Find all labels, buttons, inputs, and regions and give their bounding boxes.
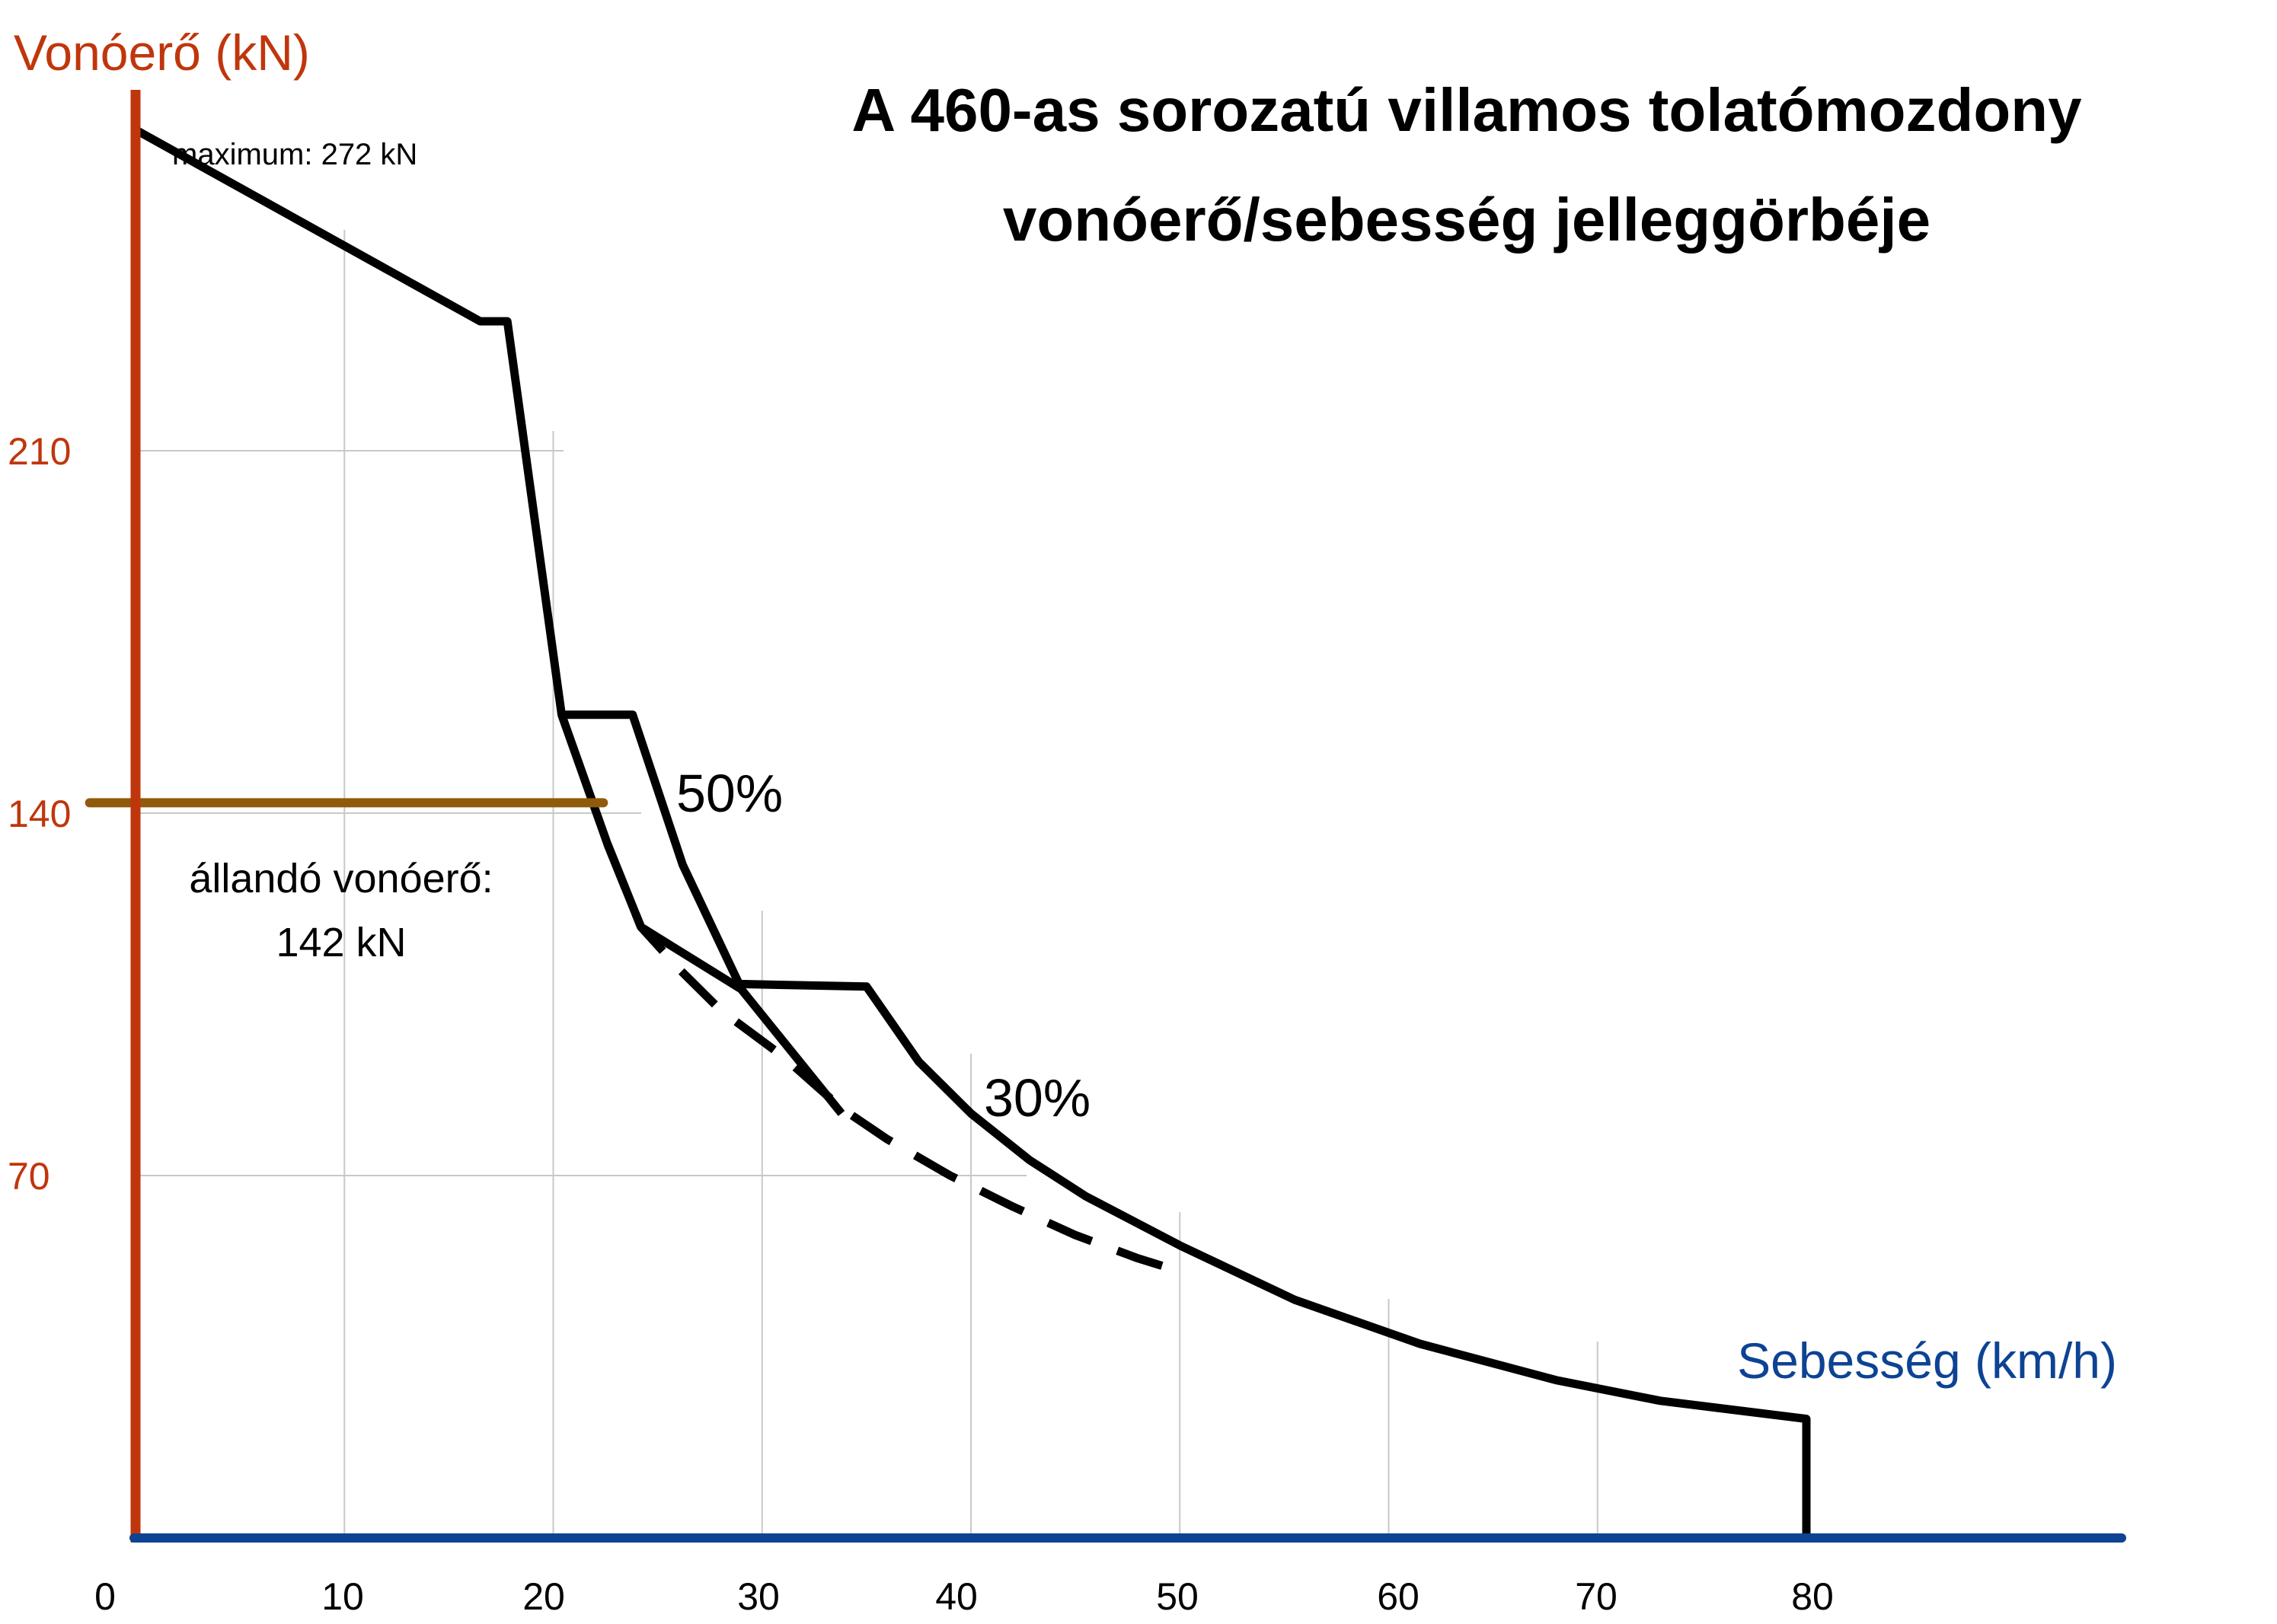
chart-title-line-2: vonóerő/sebesség jelleggörbéje <box>1003 186 1930 254</box>
annotation-constant-force-label: állandó vonóerő: <box>189 856 493 901</box>
x-tick-label-80: 80 <box>1791 1575 1834 1618</box>
annotation-maximum: maximum: 272 kN <box>172 138 417 171</box>
x-tick-label-0: 0 <box>94 1575 116 1618</box>
x-tick-label-60: 60 <box>1377 1575 1420 1618</box>
x-tick-label-10: 10 <box>321 1575 364 1618</box>
x-tick-label-70: 70 <box>1575 1575 1618 1618</box>
x-axis-title: Sebesség (km/h) <box>1737 1332 2117 1389</box>
y-tick-label-70: 70 <box>8 1155 50 1198</box>
series-curve-3 <box>603 842 1181 1276</box>
annotation-30-percent: 30% <box>984 1068 1091 1128</box>
annotation-constant-force-value: 142 kN <box>276 920 406 965</box>
y-tick-label-140: 140 <box>8 793 71 835</box>
x-tick-label-20: 20 <box>522 1575 565 1618</box>
tick-labels-layer: 0 10 20 30 40 50 60 70 80 70 140 210 <box>8 430 1834 1618</box>
annotation-50-percent: 50% <box>676 764 783 823</box>
axes-layer <box>129 90 2126 1543</box>
x-tick-label-40: 40 <box>935 1575 978 1618</box>
x-tick-label-50: 50 <box>1156 1575 1199 1618</box>
chart-title-line-1: A 460-as sorozatú villamos tolatómozdony <box>851 76 2082 144</box>
x-tick-label-30: 30 <box>737 1575 780 1618</box>
y-tick-label-210: 210 <box>8 430 71 473</box>
y-axis-title: Vonóerő (kN) <box>14 24 310 81</box>
